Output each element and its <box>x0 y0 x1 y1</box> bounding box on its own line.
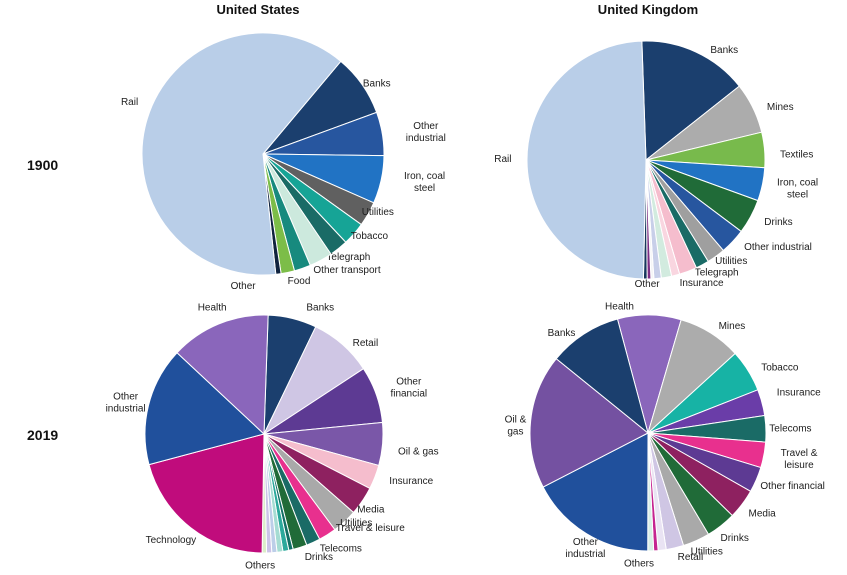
slice-label-telegraph: Telegraph <box>695 267 739 278</box>
slice-label-other-industrial: Other industrial <box>744 242 812 253</box>
slice-label-utilities: Utilities <box>340 518 372 529</box>
slice-label-retail: Retail <box>678 552 704 563</box>
slice-label-utilities: Utilities <box>691 547 723 558</box>
slice-label-retail: Retail <box>353 338 379 349</box>
pie-slice-oil-gas <box>529 358 649 488</box>
slice-label-oil-gas: Oil & gas <box>398 446 439 457</box>
slice-label-other-industrial: Other industrial <box>106 391 146 414</box>
slice-label-tobacco: Tobacco <box>351 231 389 242</box>
slice-label-other-industrial: Other industrial <box>565 537 605 560</box>
column-title-united-states: United States <box>216 2 300 17</box>
slice-label-other-financial: Other financial <box>390 376 427 399</box>
slice-label-mines: Mines <box>767 102 794 113</box>
slice-label-insurance: Insurance <box>777 388 821 399</box>
pie-united-kingdom-2019: Health Mines Tobacco Insurance Telecoms Trave… <box>505 302 825 570</box>
slice-label-drinks: Drinks <box>764 217 792 228</box>
pie-slice-banks <box>555 318 649 434</box>
slice-label-others: Others <box>624 558 654 569</box>
slice-label-technology: Technology <box>146 535 197 546</box>
slice-label-utilities: Utilities <box>715 256 747 267</box>
column-title-united-kingdom: United Kingdom <box>597 2 699 17</box>
slice-label-others: Others <box>245 560 275 571</box>
slice-label-drinks: Drinks <box>305 552 333 563</box>
slice-label-media: Media <box>749 508 777 519</box>
slice-label-utilities: Utilities <box>362 207 394 218</box>
slice-label-oil-gas: Oil & gas <box>505 414 527 437</box>
slice-label-banks: Banks <box>363 79 391 90</box>
slice-label-rail: Rail <box>121 97 138 108</box>
slice-label-telecoms: Telecoms <box>769 423 811 434</box>
slice-label-other: Other <box>231 281 257 292</box>
slice-label-banks: Banks <box>548 328 576 339</box>
slice-label-iron-coal-steel: Iron, coal steel <box>404 171 445 194</box>
slice-label-banks: Banks <box>710 45 738 56</box>
slice-label-textiles: Textiles <box>780 150 813 161</box>
pie-united-states-1900: Banks Other industrial Iron, coal steel Utili… <box>121 32 446 292</box>
slice-label-mines: Mines <box>719 321 746 332</box>
pie-slice-health <box>176 314 269 435</box>
slice-label-drinks: Drinks <box>721 533 749 544</box>
pie-united-states-2019: Banks Retail Other financial Oil & gas Insura… <box>106 303 439 572</box>
slice-label-other-industrial: Other industrial <box>406 121 446 144</box>
row-label-2019: 2019 <box>27 427 59 443</box>
slice-label-health: Health <box>198 303 227 314</box>
pie-slice-other-industrial <box>144 352 265 466</box>
pie-slice-rail <box>141 32 342 276</box>
slice-label-other-financial: Other financial <box>760 481 824 492</box>
slice-label-travel-leisure: Travel & leisure <box>781 448 818 471</box>
slice-label-insurance: Insurance <box>389 476 433 487</box>
pie-united-kingdom-1900: Banks Mines Textiles Iron, coal steel Drinks O… <box>494 40 818 290</box>
slice-label-rail: Rail <box>494 154 511 165</box>
slice-label-iron-coal-steel: Iron, coal steel <box>777 178 818 201</box>
pie-slice-banks <box>641 40 740 161</box>
slice-label-media: Media <box>357 505 385 516</box>
slice-label-telegraph: Telegraph <box>326 252 370 263</box>
slice-label-insurance: Insurance <box>680 278 724 289</box>
slice-label-telecoms: Telecoms <box>320 543 362 554</box>
slice-label-banks: Banks <box>306 303 334 314</box>
slice-label-food: Food <box>288 276 311 287</box>
pie-slice-rail <box>526 40 647 280</box>
pie-slice-other-industrial <box>542 432 649 552</box>
slice-label-travel-leisure: Travel & leisure <box>336 523 406 534</box>
slice-label-other: Other <box>635 279 661 290</box>
row-label-1900: 1900 <box>27 157 59 173</box>
slice-label-tobacco: Tobacco <box>761 363 799 374</box>
slice-label-other-transport: Other transport <box>313 265 380 276</box>
slice-label-health: Health <box>605 302 634 313</box>
pie-slice-technology <box>148 433 265 554</box>
